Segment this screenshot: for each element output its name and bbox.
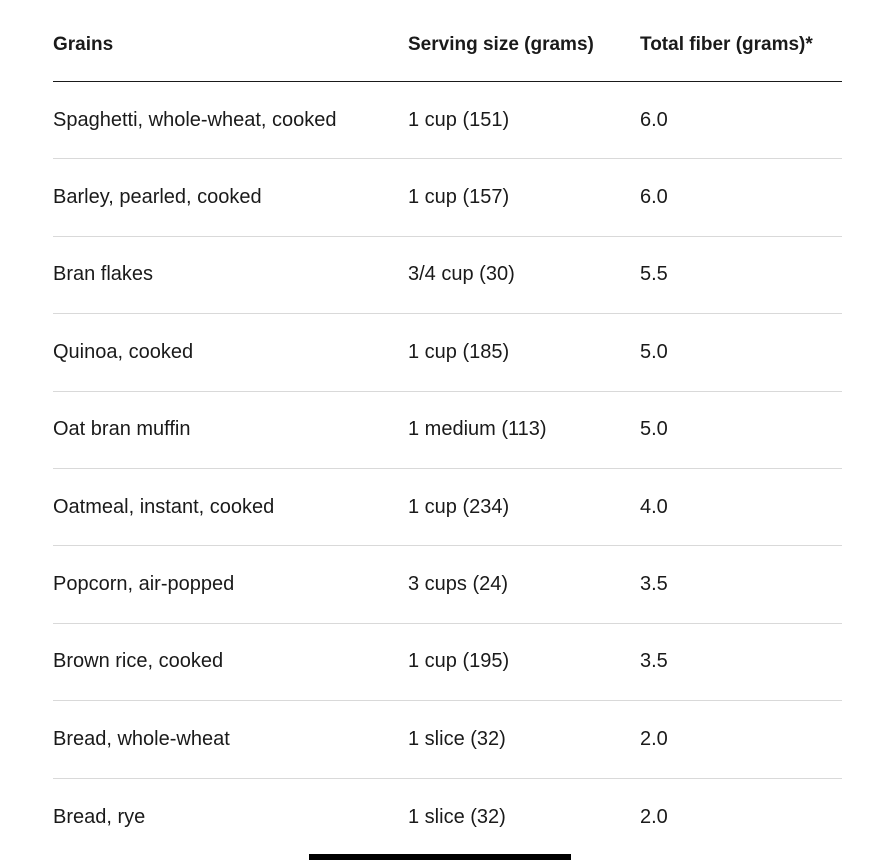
serving-cell: 1 cup (234): [408, 495, 510, 518]
grain-cell: Spaghetti, whole-wheat, cooked: [53, 108, 337, 131]
fiber-cell: 2.0: [640, 805, 668, 828]
fiber-cell: 6.0: [640, 108, 668, 131]
serving-cell: 1 slice (32): [408, 727, 506, 750]
table-row: Oat bran muffin 1 medium (113) 5.0: [53, 392, 842, 469]
table-row: Quinoa, cooked 1 cup (185) 5.0: [53, 314, 842, 392]
header-total-fiber: Total fiber (grams)*: [640, 34, 813, 55]
table-row: Barley, pearled, cooked 1 cup (157) 6.0: [53, 159, 842, 237]
table-row: Spaghetti, whole-wheat, cooked 1 cup (15…: [53, 82, 842, 160]
serving-cell: 1 cup (151): [408, 108, 510, 131]
serving-cell: 1 cup (195): [408, 650, 510, 673]
grain-cell: Quinoa, cooked: [53, 340, 194, 363]
table-row: Bran flakes 3/4 cup (30) 5.5: [53, 237, 842, 315]
grain-cell: Bread, whole-wheat: [53, 727, 230, 750]
header-serving-size: Serving size (grams): [408, 34, 594, 55]
grain-cell: Barley, pearled, cooked: [53, 186, 262, 209]
table-row: Oatmeal, instant, cooked 1 cup (234) 4.0: [53, 469, 842, 547]
header-grains: Grains: [53, 34, 114, 55]
serving-cell: 3/4 cup (30): [408, 263, 515, 286]
serving-cell: 1 slice (32): [408, 805, 506, 828]
horizontal-scrollbar[interactable]: [309, 854, 571, 860]
fiber-cell: 4.0: [640, 495, 668, 518]
fiber-cell: 5.5: [640, 263, 668, 286]
table-row: Brown rice, cooked 1 cup (195) 3.5: [53, 624, 842, 702]
table-row: Popcorn, air-popped 3 cups (24) 3.5: [53, 546, 842, 624]
grain-cell: Bread, rye: [53, 805, 146, 828]
grain-cell: Oat bran muffin: [53, 418, 191, 441]
grain-cell: Bran flakes: [53, 263, 154, 286]
grain-cell: Popcorn, air-popped: [53, 573, 235, 596]
serving-cell: 1 cup (185): [408, 340, 510, 363]
table-header: Grains Serving size (grams) Total fiber …: [53, 0, 842, 82]
serving-cell: 3 cups (24): [408, 573, 509, 596]
serving-cell: 1 cup (157): [408, 186, 510, 209]
fiber-table: Grains Serving size (grams) Total fiber …: [53, 0, 842, 856]
fiber-cell: 2.0: [640, 727, 668, 750]
table-row: Bread, rye 1 slice (32) 2.0: [53, 779, 842, 856]
fiber-cell: 6.0: [640, 186, 668, 209]
fiber-cell: 3.5: [640, 573, 668, 596]
serving-cell: 1 medium (113): [408, 418, 547, 441]
fiber-cell: 3.5: [640, 650, 668, 673]
fiber-cell: 5.0: [640, 418, 668, 441]
grain-cell: Brown rice, cooked: [53, 650, 224, 673]
grain-cell: Oatmeal, instant, cooked: [53, 495, 275, 518]
table-row: Bread, whole-wheat 1 slice (32) 2.0: [53, 701, 842, 779]
fiber-cell: 5.0: [640, 340, 668, 363]
